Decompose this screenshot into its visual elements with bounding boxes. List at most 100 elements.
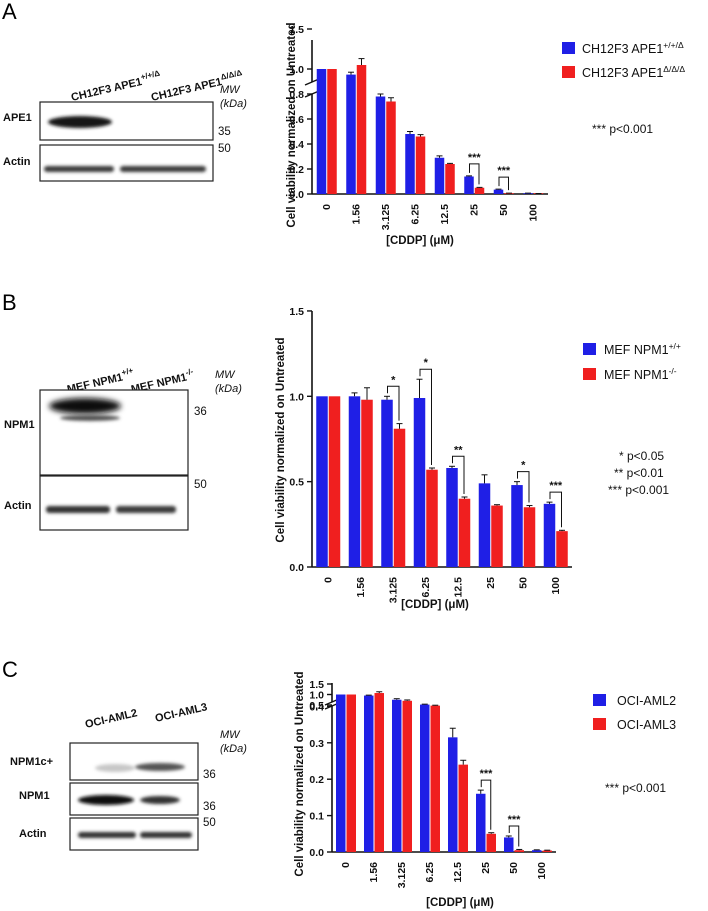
significance-bracket — [498, 176, 509, 191]
panel-a: A CH12F3 APE1+/+/Δ CH12F3 APE1Δ/Δ/Δ MW (… — [2, 0, 685, 247]
band-actin-b-lane1 — [46, 506, 110, 513]
significance-c-1: *** p<0.001 — [605, 781, 666, 795]
bar-s1-0 — [316, 69, 327, 194]
significance-b-1: * p<0.05 — [619, 449, 664, 463]
bar-s1-4 — [448, 737, 458, 852]
panel-letter-a: A — [2, 0, 17, 24]
significance-stars: ** — [454, 444, 463, 456]
bar-s2-6 — [514, 850, 524, 852]
bar-s2-2 — [386, 101, 396, 194]
legend-c-label-2: OCI-AML3 — [617, 718, 676, 732]
significance-bracket — [480, 779, 492, 830]
significance-stars: *** — [508, 814, 522, 826]
bar-s1-2 — [392, 699, 402, 852]
x-tick-label: 6.25 — [420, 577, 432, 598]
bar-s2-3 — [415, 136, 426, 194]
bar-s1-4 — [434, 157, 445, 194]
significance-stars: *** — [468, 152, 482, 164]
blot-frame-actin-a — [39, 144, 214, 182]
bar-s1-1 — [348, 396, 361, 567]
mw-npm1-b: 36 — [194, 406, 207, 418]
mw-actin-c: 50 — [203, 817, 216, 829]
significance-bracket — [508, 825, 520, 847]
bar-s1-7 — [543, 503, 556, 567]
x-tick-label: 1.56 — [355, 577, 367, 598]
legend-b: MEF NPM1+/+ MEF NPM1-/- — [583, 341, 681, 382]
y-tick-label: 0.5 — [289, 477, 304, 489]
band-npm1-c-lane2 — [140, 796, 180, 804]
x-tick-label: 1.56 — [350, 204, 362, 225]
y-tick-label: 0.3 — [309, 738, 324, 750]
bar-s1-2 — [381, 399, 393, 567]
lane-label-a1: CH12F3 APE1+/+/Δ — [69, 69, 162, 104]
x-tick-label: 100 — [527, 204, 539, 222]
x-tick-label: 50 — [517, 577, 529, 589]
bar-s2-1 — [356, 65, 367, 194]
x-tick-label: 0 — [322, 577, 334, 583]
band-npm1c-lane1 — [95, 764, 135, 772]
mw-unit-a: (kDa) — [220, 98, 247, 110]
x-tick-label: 25 — [468, 204, 480, 216]
significance-stars: * — [521, 460, 526, 472]
bar-s2-5 — [491, 505, 503, 567]
y-tick-label: 0.2 — [289, 164, 304, 176]
mw-npm1c: 36 — [203, 769, 216, 781]
legend-c-swatch-1 — [593, 694, 606, 706]
row-label-npm1-b: NPM1 — [4, 419, 35, 431]
panel-c: C OCI-AML2 OCI-AML3 MW (kDa) NPM1c+ 36 N… — [2, 657, 676, 909]
chart-c-plot: 0.0 0.1 0.2 0.3 0.40.51.01.5 0 1.56 3.125 6.25 12… — [309, 679, 556, 888]
x-tick-label: 6.25 — [424, 862, 436, 883]
bar-s2-7 — [556, 531, 568, 567]
blot-frame-actin-b — [39, 475, 189, 531]
significance-bracket — [387, 385, 400, 421]
mw-npm1-c: 36 — [203, 801, 216, 813]
significance-stars: *** — [549, 480, 563, 492]
band-npm1-c-lane1 — [78, 795, 134, 805]
bar-s1-0 — [336, 694, 346, 852]
significance-bracket — [549, 491, 562, 528]
significance-bracket — [452, 455, 465, 495]
row-label-npm1c: NPM1c+ — [10, 756, 53, 768]
mw-title-c: MW — [220, 729, 241, 741]
chart-c-xlabel: [CDDP] (μM) — [426, 897, 494, 909]
panel-letter-c: C — [2, 657, 18, 682]
significance-stars: * — [424, 357, 429, 369]
bar-s1-4 — [446, 467, 458, 567]
panel-letter-b: B — [2, 290, 17, 315]
significance-a-1: *** p<0.001 — [592, 122, 653, 136]
x-tick-label: 3.125 — [396, 862, 408, 888]
band-ape1-lane1 — [48, 116, 112, 128]
mw-title-b: MW — [215, 369, 236, 381]
mw-unit-b: (kDa) — [215, 383, 242, 395]
significance-b-2: ** p<0.01 — [614, 466, 664, 480]
x-tick-label: 25 — [485, 577, 497, 589]
x-tick-label: 3.125 — [387, 577, 399, 603]
x-tick-label: 12.5 — [439, 204, 451, 225]
band-actin-a-lane1 — [44, 166, 114, 172]
significance-stars: *** — [497, 165, 511, 177]
band-actin-a-lane2 — [120, 166, 206, 172]
bar-s2-2 — [402, 700, 412, 852]
western-blot-b: MEF NPM1+/+ MEF NPM1-/- MW (kDa) NPM1 36… — [4, 366, 242, 531]
bar-s1-2 — [375, 96, 386, 194]
y-tick-label: 0.0 — [289, 189, 304, 201]
legend-c-swatch-2 — [593, 718, 606, 730]
bar-s1-6 — [493, 189, 504, 194]
x-tick-label: 6.25 — [409, 204, 421, 225]
y-tick-label: 0.1 — [309, 811, 324, 823]
blot-frame-npm1c — [69, 742, 199, 781]
lane-label-c1: OCI-AML2 — [84, 707, 139, 731]
legend-b-label-2: MEF NPM1-/- — [604, 366, 677, 382]
bar-s2-7 — [542, 850, 552, 852]
legend-c-label-1: OCI-AML2 — [617, 694, 676, 708]
western-blot-c: OCI-AML2 OCI-AML3 MW (kDa) NPM1c+ 36 NPM… — [10, 701, 247, 851]
bar-s2-4 — [458, 764, 468, 852]
y-tick-label: 1.5 — [289, 24, 304, 36]
x-tick-label: 12.5 — [452, 577, 464, 598]
western-blot-a: CH12F3 APE1+/+/Δ CH12F3 APE1Δ/Δ/Δ MW (kD… — [3, 68, 247, 182]
mw-actin-a: 50 — [218, 143, 231, 155]
bar-s2-5 — [474, 187, 485, 194]
significance-bracket — [419, 368, 432, 465]
y-tick-label: 0.5 — [309, 700, 324, 712]
significance-bracket — [469, 163, 480, 185]
